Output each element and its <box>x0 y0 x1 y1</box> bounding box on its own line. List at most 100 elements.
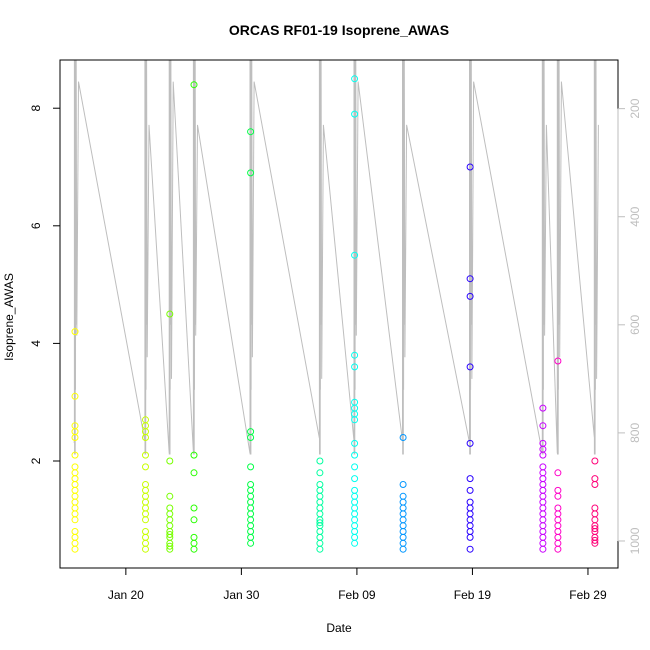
right-tick-label: 800 <box>628 423 642 443</box>
data-point <box>316 510 324 518</box>
data-point <box>466 533 474 541</box>
data-point <box>71 539 79 547</box>
data-point <box>316 492 324 500</box>
y-tick-label: 4 <box>29 340 43 347</box>
data-point <box>539 498 547 506</box>
data-point <box>166 504 174 512</box>
data-point <box>247 481 255 488</box>
data-point <box>399 522 407 530</box>
data-point <box>247 498 255 506</box>
data-point <box>351 539 359 547</box>
x-tick-label: Jan 20 <box>108 588 144 602</box>
y-tick-label: 2 <box>29 457 43 464</box>
data-point <box>539 528 547 535</box>
data-point <box>351 463 359 471</box>
data-point <box>399 516 407 524</box>
data-point <box>351 416 359 424</box>
x-axis-label: Date <box>326 621 352 635</box>
data-point <box>539 422 547 430</box>
data-point <box>351 510 359 518</box>
data-point <box>142 492 149 500</box>
data-point <box>166 531 174 538</box>
data-point <box>351 522 359 530</box>
data-point <box>539 486 547 494</box>
data-point <box>247 492 255 500</box>
data-point <box>71 504 79 512</box>
data-point <box>71 510 79 518</box>
data-point <box>351 486 359 494</box>
data-point <box>71 481 79 488</box>
data-point <box>71 492 79 500</box>
data-point <box>591 510 599 518</box>
chart-title: ORCAS RF01-19 Isoprene_AWAS <box>229 22 449 38</box>
data-point <box>539 510 547 518</box>
data-point <box>166 516 174 524</box>
data-point <box>316 498 324 506</box>
data-point <box>399 533 407 541</box>
data-point <box>399 492 407 500</box>
data-point <box>142 481 149 488</box>
data-point <box>539 404 547 412</box>
data-point <box>539 463 547 471</box>
data-point <box>190 81 198 89</box>
data-point <box>591 516 599 524</box>
data-point <box>316 528 324 535</box>
data-point <box>351 498 359 506</box>
data-point <box>142 545 149 553</box>
data-point <box>316 519 324 527</box>
data-point <box>142 504 149 512</box>
y-tick-label: 6 <box>29 222 43 229</box>
data-points <box>71 75 599 553</box>
data-point <box>466 528 474 535</box>
data-point <box>166 510 174 518</box>
data-point <box>466 275 474 283</box>
data-point <box>71 486 79 494</box>
data-point <box>399 498 407 506</box>
data-point <box>316 539 324 547</box>
data-point <box>399 539 407 547</box>
data-point <box>554 469 562 477</box>
data-point <box>466 475 474 483</box>
data-point <box>466 292 474 300</box>
data-point <box>466 522 474 530</box>
data-point <box>71 328 79 336</box>
data-point <box>539 451 547 459</box>
data-point <box>190 469 198 477</box>
data-point <box>466 545 474 553</box>
data-point <box>591 457 599 465</box>
data-point <box>351 439 359 447</box>
data-point <box>591 475 599 483</box>
right-tick-label: 200 <box>628 98 642 118</box>
data-point <box>591 539 599 547</box>
data-point <box>71 392 79 400</box>
data-point <box>166 310 174 318</box>
plot-frame <box>59 59 619 569</box>
data-point <box>190 451 198 459</box>
x-tick-label: Feb 29 <box>569 588 607 602</box>
data-point <box>316 533 324 541</box>
data-point <box>554 486 562 494</box>
data-point <box>554 522 562 530</box>
data-point <box>142 434 149 441</box>
data-point <box>71 498 79 506</box>
data-point <box>539 504 547 512</box>
data-point <box>466 163 474 171</box>
right-tick-label: 1000 <box>628 527 642 554</box>
data-point <box>247 516 255 524</box>
data-point <box>166 457 174 465</box>
data-point <box>247 510 255 518</box>
data-point <box>190 516 198 524</box>
data-point <box>166 545 174 553</box>
data-point <box>539 545 547 553</box>
y-tick-label: 8 <box>29 105 43 112</box>
data-point <box>166 492 174 500</box>
data-point <box>554 510 562 518</box>
data-point <box>142 528 149 535</box>
data-point <box>71 463 79 471</box>
data-point <box>71 545 79 553</box>
data-point <box>142 498 149 506</box>
data-point <box>466 504 474 512</box>
data-point <box>554 516 562 524</box>
data-point <box>351 504 359 512</box>
data-point <box>591 481 599 488</box>
